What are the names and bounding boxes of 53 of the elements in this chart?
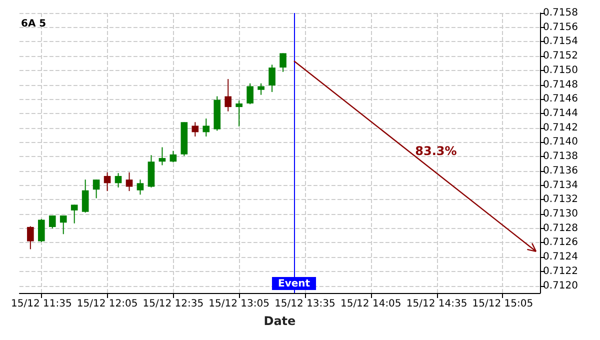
x-tick-label: 15/12 13:35 xyxy=(274,298,336,310)
candlestick xyxy=(82,179,89,214)
y-tick-label: 0.7136 xyxy=(543,165,578,176)
y-tick-label: 0.7140 xyxy=(543,136,578,148)
y-tick-label: 0.7146 xyxy=(543,94,578,105)
x-tick-label: 15/12 14:05 xyxy=(340,298,402,310)
candlestick xyxy=(258,82,264,96)
y-tick-label: 0.7138 xyxy=(543,151,578,162)
y-tick-label: 0.7122 xyxy=(543,266,578,277)
candlestick xyxy=(27,226,34,250)
y-tick-label: 0.7124 xyxy=(543,252,578,263)
text: 6A 5 xyxy=(21,18,46,30)
candlestick xyxy=(126,172,133,192)
candlestick xyxy=(70,204,78,224)
candlestick xyxy=(202,118,210,137)
y-tick-label: 0.7144 xyxy=(543,108,578,120)
candlestick xyxy=(92,179,100,199)
y-tick-label: 0.7152 xyxy=(543,50,578,62)
annotation: 83.3% xyxy=(415,144,457,158)
y-tick-label: 0.7148 xyxy=(543,79,578,90)
x-tick-label: 15/12 15:05 xyxy=(472,298,534,310)
x-axis-title: Date xyxy=(264,314,296,328)
candlestick xyxy=(268,64,276,92)
y-tick-label: 0.7158 xyxy=(543,8,578,18)
x-tick-label: 15/12 12:35 xyxy=(142,298,204,310)
ref-line-label: Event xyxy=(278,278,310,290)
candlestick xyxy=(60,214,67,235)
y-tick-label: 0.7132 xyxy=(543,194,578,206)
candlestick xyxy=(114,172,122,188)
candlestick xyxy=(246,82,254,105)
candlestick xyxy=(38,218,45,243)
y-tick-label: 0.7142 xyxy=(543,122,578,134)
x-tick-label: 15/12 13:05 xyxy=(208,298,270,310)
y-tick-label: 0.7156 xyxy=(543,22,578,33)
y-tick-label: 0.7154 xyxy=(543,36,578,48)
y-tick-label: 0.7130 xyxy=(543,208,578,220)
candlestick xyxy=(224,78,232,112)
y-tick-label: 0.7134 xyxy=(543,180,578,191)
y-tick-label: 0.7120 xyxy=(543,280,578,292)
y-tick-label: 0.7128 xyxy=(543,222,578,234)
candlestick xyxy=(236,100,242,127)
y-tick-label: 0.7126 xyxy=(543,237,578,248)
candlestick xyxy=(104,172,111,192)
x-tick-label: 15/12 11:35 xyxy=(10,298,72,310)
x-tick-label: 15/12 14:35 xyxy=(406,298,468,310)
x-tick-label: 15/12 12:05 xyxy=(76,298,138,310)
candlestick xyxy=(192,122,199,137)
candlestick xyxy=(48,214,56,229)
candlestick xyxy=(158,146,166,166)
candlestick xyxy=(280,52,286,72)
candlestick xyxy=(136,179,144,196)
candlestick xyxy=(170,150,177,163)
y-tick-label: 0.7150 xyxy=(543,64,578,76)
